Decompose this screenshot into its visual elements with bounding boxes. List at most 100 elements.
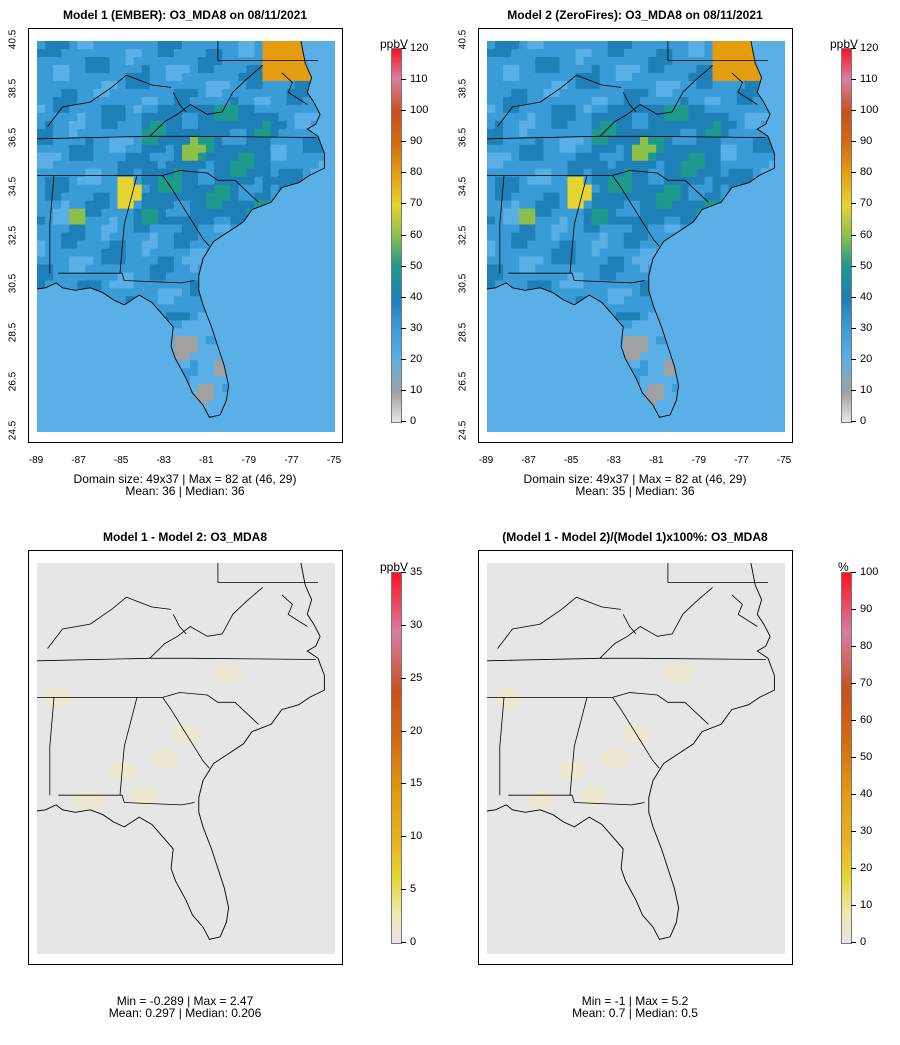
colorbar-tick-label: 100 — [410, 104, 429, 117]
colorbar-tick — [401, 836, 406, 838]
colorbar — [841, 572, 852, 944]
colorbar-tick — [401, 889, 406, 891]
longitude-tick-label: -81 — [649, 455, 664, 466]
colorbar-tick — [851, 141, 856, 143]
colorbar-tick — [401, 730, 406, 732]
latitude-tick-label: 30.5 — [7, 274, 19, 294]
colorbar-tick-label: 100 — [860, 104, 879, 117]
colorbar-tick — [401, 624, 406, 626]
colorbar-tick — [851, 868, 856, 869]
colorbar-tick — [851, 942, 856, 943]
panel-title: Model 1 - Model 2: O3_MDA8 — [102, 530, 268, 544]
colorbar-tick-label: 30 — [860, 825, 873, 837]
longitude-tick-label: -75 — [776, 455, 792, 466]
longitude-tick-label: -85 — [563, 455, 579, 466]
latitude-tick-label: 38.5 — [7, 78, 19, 99]
colorbar-tick — [401, 203, 406, 205]
colorbar-tick — [401, 327, 406, 329]
colorbar-unit: ppbV — [830, 37, 859, 51]
colorbar-tick-label: 30 — [410, 321, 423, 334]
colorbar-tick — [851, 265, 856, 267]
map-frame — [478, 550, 793, 965]
colorbar-tick — [851, 203, 856, 205]
latitude-tick-label: 40.5 — [457, 29, 469, 50]
panel-percent-difference: (Model 1 - Model 2)/(Model 1)x100%: O3_M… — [450, 522, 900, 1044]
map-frame — [28, 28, 343, 443]
map-frame — [28, 550, 343, 965]
longitude-tick-label: -75 — [326, 455, 342, 466]
colorbar-tick-label: 0 — [860, 936, 867, 948]
latitude-tick-label: 40.5 — [7, 29, 19, 50]
latitude-tick-label: 38.5 — [457, 78, 469, 99]
colorbar-tick — [401, 234, 406, 236]
colorbar-tick — [401, 265, 406, 267]
colorbar-tick — [401, 783, 406, 785]
longitude-tick-label: -77 — [734, 455, 749, 466]
colorbar-tick-label: 60 — [860, 228, 873, 241]
longitude-tick-label: -79 — [241, 455, 257, 466]
colorbar-tick — [401, 677, 406, 679]
colorbar-tick — [851, 358, 856, 360]
latitude-tick-label: 36.5 — [7, 127, 19, 147]
colorbar-tick — [851, 421, 856, 422]
colorbar-tick — [401, 79, 406, 81]
longitude-tick-label: -81 — [199, 455, 214, 466]
colorbar-tick-label: 10 — [410, 383, 423, 396]
colorbar-tick-label: 25 — [410, 671, 423, 684]
colorbar-tick-label: 60 — [410, 228, 423, 241]
longitude-tick-label: -89 — [28, 455, 44, 466]
colorbar-tick — [851, 683, 856, 684]
panel-title: Model 1 (EMBER): O3_MDA8 on 08/11/2021 — [62, 8, 308, 22]
colorbar-tick-label: 90 — [860, 135, 873, 148]
colorbar-tick — [851, 609, 856, 610]
colorbar-tick-label: 40 — [410, 290, 423, 303]
colorbar-tick-label: 35 — [410, 566, 423, 578]
colorbar-tick-label: 0 — [410, 415, 417, 427]
difference-map — [486, 562, 785, 954]
colorbar-tick-label: 20 — [860, 352, 873, 365]
longitude-tick-label: -89 — [478, 455, 494, 466]
colorbar-tick-label: 70 — [860, 197, 873, 210]
colorbar-tick — [851, 172, 856, 174]
colorbar-tick-label: 90 — [410, 135, 423, 148]
colorbar-tick-label: 0 — [860, 415, 867, 427]
longitude-tick-label: -83 — [606, 455, 621, 466]
colorbar-tick — [851, 48, 856, 49]
latitude-tick-label: 30.5 — [457, 274, 469, 294]
stats-line-2: Mean: 36 | Median: 36 — [125, 484, 245, 498]
colorbar-tick-label: 50 — [860, 259, 873, 272]
colorbar-tick — [401, 389, 406, 391]
colorbar-tick-label: 120 — [860, 42, 879, 54]
colorbar-tick — [401, 421, 406, 422]
colorbar-tick — [401, 296, 406, 298]
latitude-tick-label: 34.5 — [457, 176, 469, 196]
colorbar-tick — [851, 79, 856, 81]
colorbar-tick-label: 20 — [410, 724, 423, 737]
colorbar — [391, 572, 402, 944]
stats-line-2: Mean: 0.297 | Median: 0.206 — [108, 1006, 262, 1020]
panel-title: Model 2 (ZeroFires): O3_MDA8 on 08/11/20… — [507, 8, 763, 22]
colorbar-tick-label: 90 — [860, 603, 873, 615]
latitude-tick-label: 34.5 — [7, 176, 19, 196]
longitude-tick-label: -83 — [156, 455, 171, 466]
longitude-tick-label: -79 — [691, 455, 707, 466]
latitude-tick-label: 36.5 — [457, 127, 469, 147]
colorbar-tick-label: 80 — [860, 640, 873, 652]
colorbar-tick — [851, 794, 856, 795]
stats-line-1: Domain size: 49x37 | Max = 82 at (46, 29… — [73, 472, 297, 486]
colorbar-tick-label: 5 — [410, 883, 417, 896]
colorbar-tick-label: 80 — [410, 166, 423, 179]
colorbar-tick — [401, 110, 406, 112]
colorbar-tick-label: 10 — [410, 830, 423, 843]
colorbar-tick-label: 10 — [860, 383, 873, 396]
colorbar-tick-label: 50 — [410, 259, 423, 272]
colorbar-tick — [401, 572, 406, 573]
latitude-tick-label: 28.5 — [457, 323, 469, 343]
difference-map — [36, 562, 335, 954]
longitude-tick-label: -87 — [71, 455, 86, 466]
colorbar-tick-label: 40 — [860, 788, 873, 800]
colorbar-tick — [851, 110, 856, 112]
colorbar-tick — [851, 757, 856, 758]
colorbar-tick-label: 15 — [410, 777, 423, 790]
latitude-tick-label: 32.5 — [457, 225, 469, 245]
